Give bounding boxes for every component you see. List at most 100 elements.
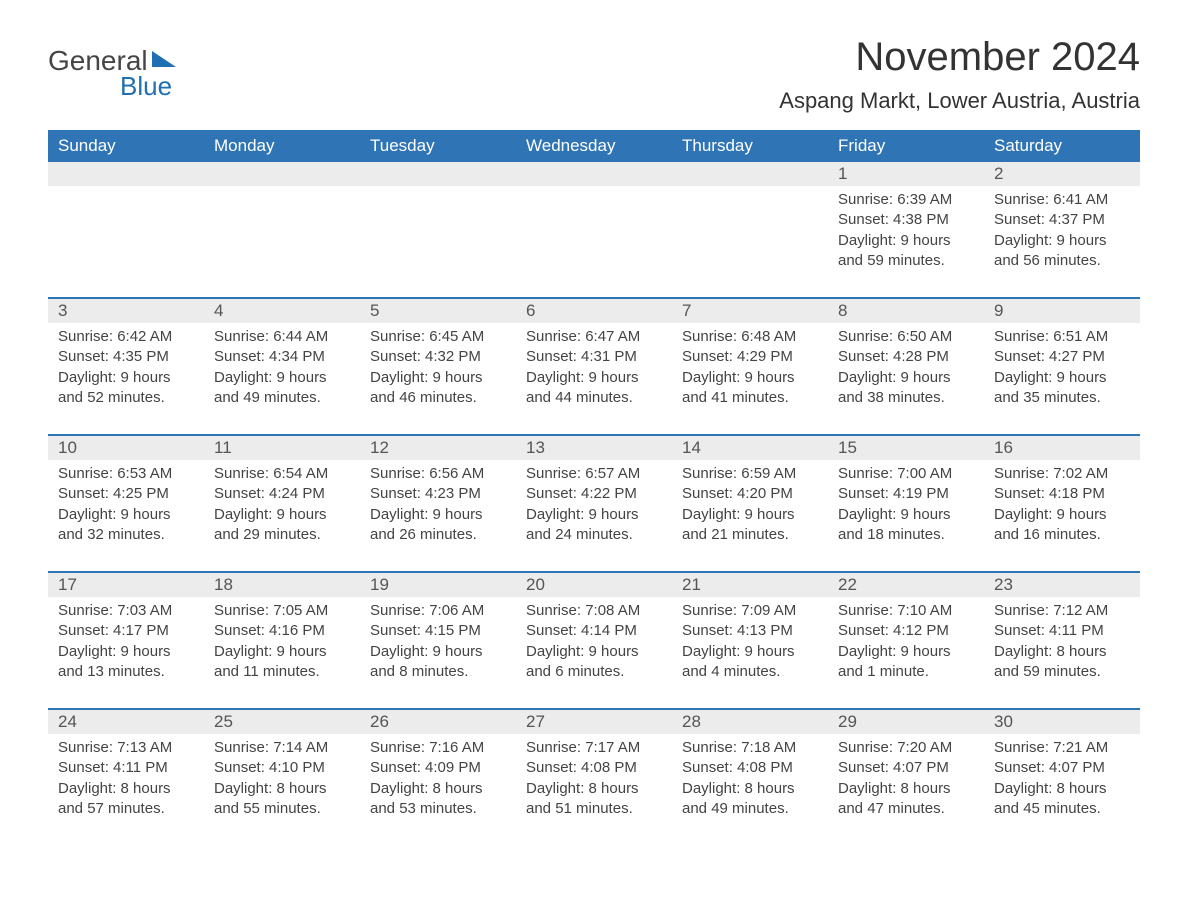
- sunset-text: Sunset: 4:14 PM: [526, 621, 662, 641]
- day-number: [204, 162, 360, 186]
- day-number: [672, 162, 828, 186]
- weekday-tuesday: Tuesday: [360, 130, 516, 162]
- sunrise-text: Sunrise: 6:41 AM: [994, 190, 1130, 210]
- calendar-week: 17Sunrise: 7:03 AMSunset: 4:17 PMDayligh…: [48, 573, 1140, 709]
- calendar-day-cell: 16Sunrise: 7:02 AMSunset: 4:18 PMDayligh…: [984, 436, 1140, 572]
- daylight-text: Daylight: 9 hours and 44 minutes.: [526, 368, 662, 409]
- daylight-text: Daylight: 8 hours and 59 minutes.: [994, 642, 1130, 683]
- sunset-text: Sunset: 4:08 PM: [526, 758, 662, 778]
- day-details: [48, 186, 204, 198]
- day-number: 26: [360, 710, 516, 734]
- daylight-text: Daylight: 9 hours and 21 minutes.: [682, 505, 818, 546]
- calendar-day-cell: 23Sunrise: 7:12 AMSunset: 4:11 PMDayligh…: [984, 573, 1140, 709]
- day-details: Sunrise: 6:39 AMSunset: 4:38 PMDaylight:…: [828, 186, 984, 279]
- calendar-day-cell: 19Sunrise: 7:06 AMSunset: 4:15 PMDayligh…: [360, 573, 516, 709]
- sunrise-text: Sunrise: 6:51 AM: [994, 327, 1130, 347]
- weekday-monday: Monday: [204, 130, 360, 162]
- calendar-week: 10Sunrise: 6:53 AMSunset: 4:25 PMDayligh…: [48, 436, 1140, 572]
- day-details: [672, 186, 828, 198]
- day-details: Sunrise: 6:41 AMSunset: 4:37 PMDaylight:…: [984, 186, 1140, 279]
- calendar-day-cell: 25Sunrise: 7:14 AMSunset: 4:10 PMDayligh…: [204, 710, 360, 846]
- calendar-day-cell: 20 Sunrise: 7:08 AMSunset: 4:14 PMDayligh…: [516, 573, 672, 709]
- sunrise-text: Sunrise: 6:45 AM: [370, 327, 506, 347]
- sunrise-text: Sunrise: 7:09 AM: [682, 601, 818, 621]
- month-title: November 2024: [779, 35, 1140, 80]
- day-number: 5: [360, 299, 516, 323]
- day-details: Sunrise: 6:44 AMSunset: 4:34 PMDaylight:…: [204, 323, 360, 416]
- daylight-text: Daylight: 8 hours and 47 minutes.: [838, 779, 974, 820]
- daylight-text: Daylight: 8 hours and 51 minutes.: [526, 779, 662, 820]
- sunrise-text: Sunrise: 6:48 AM: [682, 327, 818, 347]
- sunset-text: Sunset: 4:19 PM: [838, 484, 974, 504]
- daylight-text: Daylight: 9 hours and 59 minutes.: [838, 231, 974, 272]
- day-details: Sunrise: 7:12 AMSunset: 4:11 PMDaylight:…: [984, 597, 1140, 690]
- day-number: 10: [48, 436, 204, 460]
- calendar-day-cell: 22Sunrise: 7:10 AMSunset: 4:12 PMDayligh…: [828, 573, 984, 709]
- sunset-text: Sunset: 4:10 PM: [214, 758, 350, 778]
- day-number: 28: [672, 710, 828, 734]
- daylight-text: Daylight: 9 hours and 35 minutes.: [994, 368, 1130, 409]
- sunset-text: Sunset: 4:16 PM: [214, 621, 350, 641]
- calendar-day-cell: [672, 162, 828, 298]
- sunrise-text: Sunrise: 7:06 AM: [370, 601, 506, 621]
- daylight-text: Daylight: 8 hours and 45 minutes.: [994, 779, 1130, 820]
- calendar-day-cell: 15Sunrise: 7:00 AMSunset: 4:19 PMDayligh…: [828, 436, 984, 572]
- sunrise-text: Sunrise: 6:39 AM: [838, 190, 974, 210]
- sunset-text: Sunset: 4:38 PM: [838, 210, 974, 230]
- daylight-text: Daylight: 8 hours and 57 minutes.: [58, 779, 194, 820]
- day-details: Sunrise: 7:16 AMSunset: 4:09 PMDaylight:…: [360, 734, 516, 827]
- calendar-day-cell: 8Sunrise: 6:50 AMSunset: 4:28 PMDaylight…: [828, 299, 984, 435]
- sunset-text: Sunset: 4:29 PM: [682, 347, 818, 367]
- title-block: November 2024 Aspang Markt, Lower Austri…: [779, 35, 1140, 124]
- daylight-text: Daylight: 9 hours and 26 minutes.: [370, 505, 506, 546]
- day-number: 20: [516, 573, 672, 597]
- sunset-text: Sunset: 4:11 PM: [58, 758, 194, 778]
- calendar-day-cell: [360, 162, 516, 298]
- sunrise-text: Sunrise: 7:13 AM: [58, 738, 194, 758]
- sunset-text: Sunset: 4:12 PM: [838, 621, 974, 641]
- day-number: 21: [672, 573, 828, 597]
- calendar-week: 24Sunrise: 7:13 AMSunset: 4:11 PMDayligh…: [48, 710, 1140, 846]
- sunrise-text: Sunrise: 6:53 AM: [58, 464, 194, 484]
- day-number: 9: [984, 299, 1140, 323]
- day-number: 1: [828, 162, 984, 186]
- calendar-day-cell: 18Sunrise: 7:05 AMSunset: 4:16 PMDayligh…: [204, 573, 360, 709]
- sunrise-text: Sunrise: 7:08 AM: [526, 601, 662, 621]
- sunrise-text: Sunrise: 6:42 AM: [58, 327, 194, 347]
- daylight-text: Daylight: 9 hours and 13 minutes.: [58, 642, 194, 683]
- sunset-text: Sunset: 4:25 PM: [58, 484, 194, 504]
- day-details: Sunrise: 6:42 AMSunset: 4:35 PMDaylight:…: [48, 323, 204, 416]
- weekday-saturday: Saturday: [984, 130, 1140, 162]
- daylight-text: Daylight: 9 hours and 29 minutes.: [214, 505, 350, 546]
- calendar-week: 3Sunrise: 6:42 AMSunset: 4:35 PMDaylight…: [48, 299, 1140, 435]
- day-details: Sunrise: 6:54 AMSunset: 4:24 PMDaylight:…: [204, 460, 360, 553]
- sunset-text: Sunset: 4:07 PM: [838, 758, 974, 778]
- day-number: [48, 162, 204, 186]
- day-number: 6: [516, 299, 672, 323]
- calendar-day-cell: 26Sunrise: 7:16 AMSunset: 4:09 PMDayligh…: [360, 710, 516, 846]
- calendar-day-cell: 5Sunrise: 6:45 AMSunset: 4:32 PMDaylight…: [360, 299, 516, 435]
- daylight-text: Daylight: 9 hours and 6 minutes.: [526, 642, 662, 683]
- daylight-text: Daylight: 9 hours and 18 minutes.: [838, 505, 974, 546]
- day-number: 8: [828, 299, 984, 323]
- day-number: 4: [204, 299, 360, 323]
- day-number: 3: [48, 299, 204, 323]
- day-details: Sunrise: 7:14 AMSunset: 4:10 PMDaylight:…: [204, 734, 360, 827]
- day-details: Sunrise: 7:03 AMSunset: 4:17 PMDaylight:…: [48, 597, 204, 690]
- sunrise-text: Sunrise: 7:05 AM: [214, 601, 350, 621]
- sunrise-text: Sunrise: 7:14 AM: [214, 738, 350, 758]
- day-number: 23: [984, 573, 1140, 597]
- sunset-text: Sunset: 4:13 PM: [682, 621, 818, 641]
- day-details: Sunrise: 6:53 AMSunset: 4:25 PMDaylight:…: [48, 460, 204, 553]
- calendar-day-cell: 3Sunrise: 6:42 AMSunset: 4:35 PMDaylight…: [48, 299, 204, 435]
- day-number: 19: [360, 573, 516, 597]
- calendar-day-cell: 4Sunrise: 6:44 AMSunset: 4:34 PMDaylight…: [204, 299, 360, 435]
- logo: General Blue: [48, 45, 176, 102]
- daylight-text: Daylight: 9 hours and 52 minutes.: [58, 368, 194, 409]
- day-number: 27: [516, 710, 672, 734]
- day-details: Sunrise: 7:18 AMSunset: 4:08 PMDaylight:…: [672, 734, 828, 827]
- sunrise-text: Sunrise: 6:47 AM: [526, 327, 662, 347]
- day-number: 7: [672, 299, 828, 323]
- calendar-day-cell: 27Sunrise: 7:17 AMSunset: 4:08 PMDayligh…: [516, 710, 672, 846]
- day-number: 22: [828, 573, 984, 597]
